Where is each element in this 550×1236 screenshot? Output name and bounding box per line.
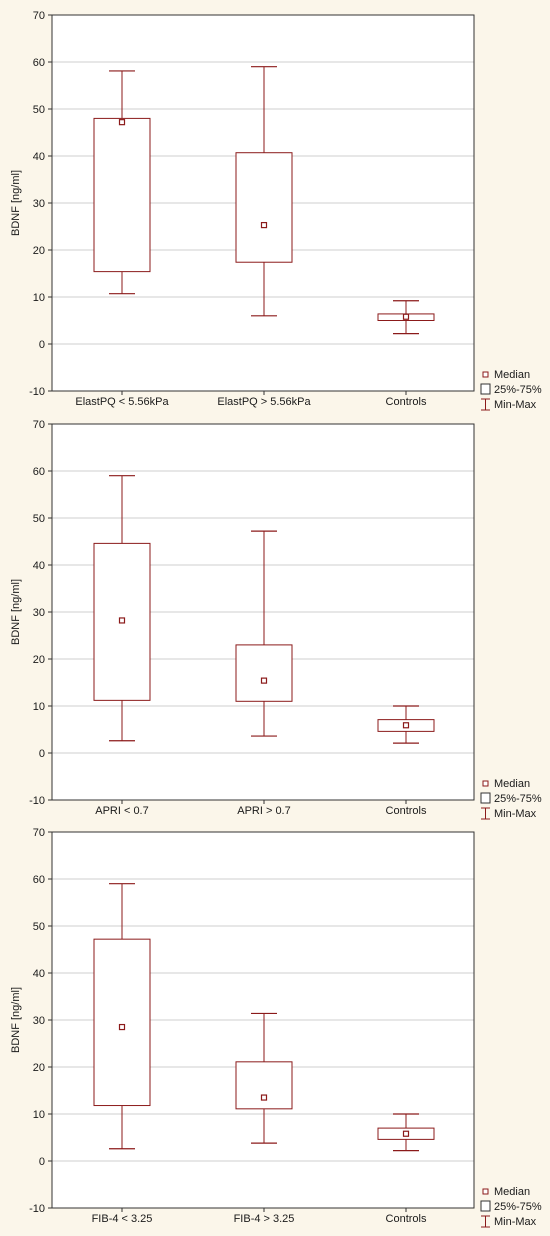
y-tick-label: 30 (33, 1015, 45, 1027)
x-category-label: Controls (386, 396, 427, 408)
y-tick-label: 0 (39, 748, 45, 760)
iqr-box (235, 644, 293, 702)
box-2 (235, 66, 293, 317)
y-tick-label: 0 (39, 339, 45, 351)
median-marker (260, 1094, 268, 1101)
legend-median-label: Median (494, 778, 530, 790)
y-axis-title: BDNF [ng/ml] (10, 987, 22, 1053)
x-category-label: Controls (386, 805, 427, 817)
y-tick-label: -10 (29, 1203, 45, 1215)
y-tick-label: 10 (33, 1109, 45, 1121)
y-tick-label: 60 (33, 466, 45, 478)
iqr-box (93, 938, 151, 1107)
median-marker (118, 617, 126, 624)
median-marker (260, 677, 268, 684)
x-category-label: ElastPQ < 5.56kPa (75, 396, 169, 408)
x-category-label: FIB-4 < 3.25 (92, 1213, 153, 1225)
x-category-label: Controls (386, 1213, 427, 1225)
plot-frame (51, 14, 475, 392)
y-tick-label: 20 (33, 1062, 45, 1074)
y-tick-label: 0 (39, 1156, 45, 1168)
y-tick-label: 20 (33, 245, 45, 257)
y-tick-label: 30 (33, 198, 45, 210)
iqr-box (235, 152, 293, 263)
y-tick-label: 50 (33, 104, 45, 116)
median-marker (118, 1023, 126, 1031)
median-marker (260, 221, 268, 229)
plot-frame (51, 423, 475, 801)
y-tick-label: -10 (29, 386, 45, 398)
legend: Median 25%-75% Min-Max (480, 778, 542, 820)
iqr-box (235, 1061, 293, 1110)
y-axis-title: BDNF [ng/ml] (10, 170, 22, 236)
y-tick-label: 60 (33, 874, 45, 886)
legend-box-label: 25%-75% (494, 384, 542, 396)
median-marker (402, 722, 410, 729)
y-tick-label: 10 (33, 292, 45, 304)
x-category-label: APRI < 0.7 (95, 805, 149, 817)
median-marker (402, 1130, 410, 1137)
chart-panel-2: -10 0 10 20 30 40 50 60 70 BDNF [ng/ml] APRI < 0.7… (4, 414, 545, 822)
legend-box-icon (480, 792, 491, 804)
x-category-label: APRI > 0.7 (237, 805, 291, 817)
legend-median-icon (482, 1188, 489, 1195)
legend-minmax-label: Min-Max (494, 808, 537, 820)
y-tick-label: 50 (33, 513, 45, 525)
legend-minmax-label: Min-Max (494, 1216, 537, 1228)
y-tick-label: 50 (33, 921, 45, 933)
y-tick-label: 70 (33, 419, 45, 431)
y-tick-label: 20 (33, 654, 45, 666)
legend-box-icon (480, 383, 491, 395)
legend-median-icon (482, 371, 489, 378)
legend-box-label: 25%-75% (494, 1201, 542, 1213)
y-tick-label: 40 (33, 151, 45, 163)
box-2 (235, 1012, 293, 1144)
legend-median-label: Median (494, 1186, 530, 1198)
y-tick-label: 10 (33, 701, 45, 713)
x-category-label: FIB-4 > 3.25 (234, 1213, 295, 1225)
y-tick-label: 40 (33, 968, 45, 980)
median-marker (402, 313, 410, 320)
chart-panel-1: -10 0 10 20 30 40 50 60 70 BDNF [ng/ml] ElastPQ < … (4, 6, 545, 413)
y-axis-title: BDNF [ng/ml] (10, 579, 22, 645)
plot-frame (51, 831, 475, 1209)
box-1 (93, 475, 151, 742)
box-1 (93, 883, 151, 1150)
y-tick-label: 70 (33, 10, 45, 22)
box-1 (93, 70, 151, 295)
legend-box-label: 25%-75% (494, 793, 542, 805)
box-3 (377, 705, 435, 744)
iqr-box (93, 117, 151, 273)
legend-median-label: Median (494, 369, 530, 381)
legend-minmax-label: Min-Max (494, 399, 537, 411)
median-marker (118, 119, 126, 126)
y-tick-label: -10 (29, 795, 45, 807)
legend: Median 25%-75% Min-Max (480, 1186, 542, 1228)
y-tick-label: 60 (33, 57, 45, 69)
legend-median-icon (482, 780, 489, 787)
box-3 (377, 300, 435, 335)
y-tick-label: 30 (33, 607, 45, 619)
legend: Median 25%-75% Min-Max (480, 369, 542, 411)
legend-box-icon (480, 1200, 491, 1212)
box-2 (235, 530, 293, 737)
box-3 (377, 1113, 435, 1152)
chart-panel-3: -10 0 10 20 30 40 50 60 70 BDNF [ng/ml] FIB-4 < 3.… (4, 823, 545, 1232)
x-category-label: ElastPQ > 5.56kPa (217, 396, 311, 408)
y-tick-label: 40 (33, 560, 45, 572)
y-tick-label: 70 (33, 827, 45, 839)
